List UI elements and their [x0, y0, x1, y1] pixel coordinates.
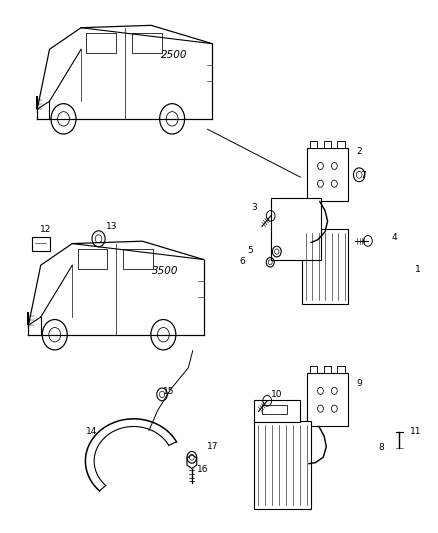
Bar	[324, 366, 331, 373]
Text: 3500: 3500	[152, 266, 178, 276]
Text: 6: 6	[239, 257, 245, 265]
Bar	[123, 249, 153, 269]
Text: 9: 9	[356, 379, 362, 388]
Text: 13: 13	[106, 222, 117, 231]
Bar	[307, 148, 348, 201]
Text: 7: 7	[360, 172, 367, 180]
Bar	[337, 141, 345, 148]
Text: 17: 17	[207, 442, 218, 451]
Bar	[86, 33, 116, 53]
Text: 10: 10	[271, 390, 283, 399]
Text: 15: 15	[163, 387, 174, 396]
Text: 3: 3	[251, 204, 257, 212]
Bar	[324, 141, 331, 148]
Bar	[271, 198, 321, 260]
Bar	[262, 405, 287, 414]
Bar	[78, 249, 107, 269]
Text: 1: 1	[415, 265, 421, 273]
Bar	[337, 366, 345, 373]
Bar	[132, 33, 162, 53]
Text: 11: 11	[410, 427, 422, 436]
Bar	[254, 400, 300, 422]
Bar	[307, 373, 348, 426]
Bar	[254, 421, 311, 509]
Text: 16: 16	[197, 465, 208, 473]
Text: 5: 5	[247, 246, 253, 255]
Bar	[302, 229, 348, 304]
Text: 12: 12	[40, 225, 52, 233]
Bar	[310, 366, 318, 373]
Text: 14: 14	[86, 427, 98, 436]
Text: 2: 2	[357, 148, 362, 156]
Bar	[32, 237, 50, 251]
Text: 8: 8	[378, 443, 384, 452]
Text: 2500: 2500	[161, 50, 187, 60]
Text: 4: 4	[392, 233, 397, 241]
Bar	[310, 141, 318, 148]
